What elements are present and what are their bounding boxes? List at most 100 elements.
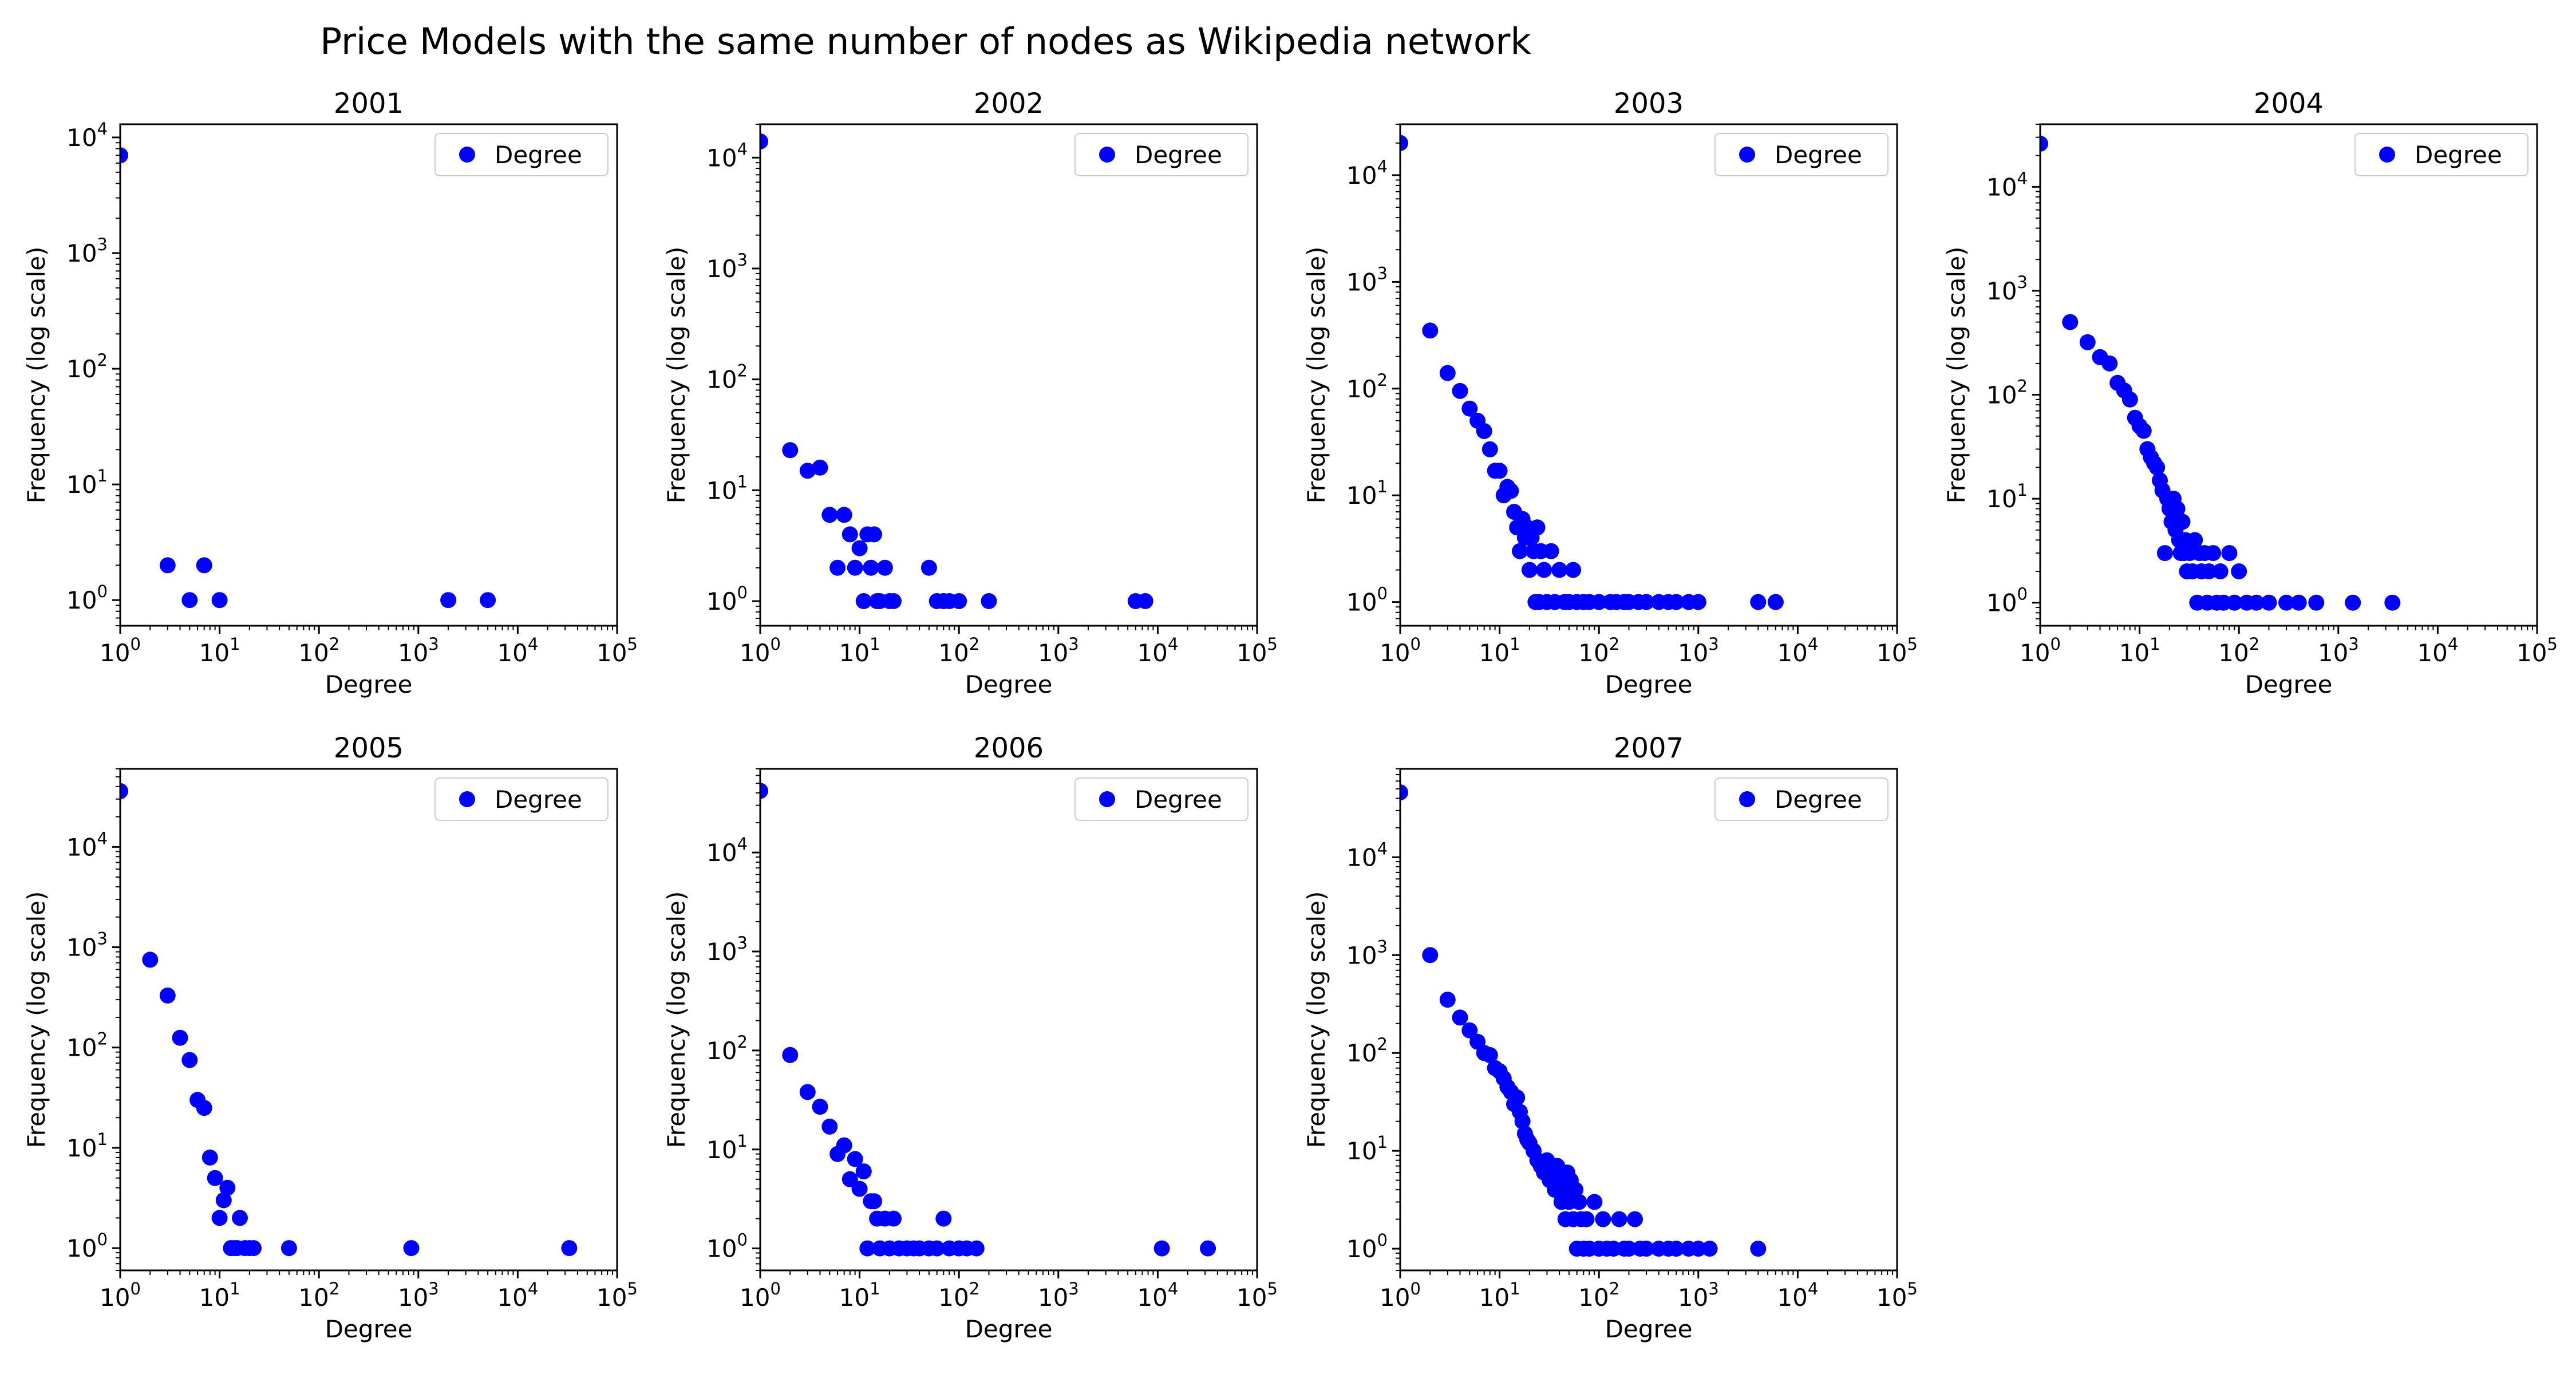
y-tick-label: 103 <box>1346 263 1388 296</box>
legend: Degree <box>1074 133 1249 176</box>
data-point <box>1621 1241 1637 1257</box>
series-Degree <box>1400 784 1767 1257</box>
legend-label: Degree <box>495 141 582 169</box>
series-Degree <box>760 133 1153 609</box>
y-tick-label: 100 <box>1346 1230 1388 1263</box>
y-tick-label: 104 <box>1986 168 2028 201</box>
y-tick-label: 101 <box>706 472 748 504</box>
data-point <box>1638 594 1654 610</box>
data-point <box>1571 1194 1587 1210</box>
data-point <box>1476 423 1492 439</box>
x-tick-label: 104 <box>1137 634 1178 667</box>
data-point <box>196 557 212 574</box>
y-tick-label: 104 <box>1346 157 1388 189</box>
data-point <box>1400 784 1408 801</box>
data-point <box>1509 1089 1526 1106</box>
data-point <box>120 147 128 164</box>
data-point <box>1481 1047 1498 1063</box>
x-tick-label: 105 <box>1876 1279 1918 1312</box>
data-point <box>1461 400 1478 417</box>
data-point <box>159 557 176 574</box>
panels: 100 101 102 103 104 105 100 101 102 103 104 2001 Deg… <box>22 88 2558 1343</box>
x-tick-label: 101 <box>199 634 240 667</box>
data-point <box>841 526 858 543</box>
y-tick-label: 103 <box>706 250 748 283</box>
data-point <box>2121 391 2138 408</box>
data-point <box>1439 992 1456 1008</box>
data-point <box>1565 562 1582 578</box>
legend-label: Degree <box>1775 141 1862 169</box>
legend-box <box>434 133 609 176</box>
axes-frame <box>119 768 618 1272</box>
series-Degree <box>2040 136 2401 611</box>
data-point <box>1638 1241 1654 1257</box>
x-tick-label: 105 <box>596 1279 638 1312</box>
data-point <box>1591 594 1607 610</box>
x-tick-label: 103 <box>1678 1279 1719 1312</box>
data-point <box>181 1052 198 1068</box>
data-point <box>2174 514 2191 530</box>
legend-label: Degree <box>1135 785 1222 814</box>
data-point <box>2079 334 2096 350</box>
y-tick-label: 103 <box>66 235 108 267</box>
data-point <box>480 592 496 609</box>
x-tick-label: 102 <box>298 634 339 667</box>
y-tick-label: 102 <box>66 1029 108 1062</box>
data-point <box>2062 314 2079 330</box>
data-point <box>1512 543 1528 559</box>
y-tick-label: 103 <box>1346 937 1388 969</box>
x-axis-label: Degree <box>2245 670 2333 698</box>
axes-frame <box>1399 768 1898 1272</box>
y-axis-label: Frequency (log scale) <box>1302 247 1330 504</box>
y-tick-label: 102 <box>1346 1035 1388 1067</box>
legend: Degree <box>1714 133 1888 176</box>
x-tick-label: 104 <box>1777 1279 1818 1312</box>
x-tick-label: 102 <box>1578 1279 1619 1312</box>
y-tick-label: 101 <box>66 466 108 499</box>
data-point <box>920 559 937 576</box>
data-point <box>120 783 128 799</box>
subplot-title: 2004 <box>2254 88 2324 120</box>
x-tick-label: 102 <box>938 634 979 667</box>
x-tick-label: 104 <box>1777 634 1818 667</box>
series-Degree <box>120 783 578 1257</box>
data-point <box>159 987 176 1004</box>
data-point <box>866 1193 882 1210</box>
subplot-title: 2006 <box>974 732 1044 764</box>
y-tick-label: 101 <box>66 1130 108 1162</box>
y-tick-label: 104 <box>66 828 108 861</box>
data-point <box>2135 423 2152 439</box>
data-point <box>1481 441 1498 457</box>
x-tick-label: 103 <box>398 634 439 667</box>
subplot-title: 2003 <box>1614 88 1684 120</box>
subplot-2005: 100 101 102 103 104 105 100 101 102 103 104 2005 Deg… <box>22 732 638 1343</box>
x-axis-label: Degree <box>1605 670 1693 698</box>
data-point <box>561 1240 578 1257</box>
data-point <box>1536 562 1552 578</box>
data-point <box>1400 135 1408 151</box>
data-point <box>403 1240 420 1257</box>
data-point <box>836 507 852 523</box>
figure-title: Price Models with the same number of nod… <box>320 21 1531 62</box>
axes-frame <box>2039 123 2538 627</box>
x-tick-label: 101 <box>1479 1279 1520 1312</box>
data-point <box>2278 594 2294 611</box>
x-tick-label: 101 <box>1479 634 1520 667</box>
legend: Degree <box>434 777 609 821</box>
subplot-title: 2007 <box>1614 732 1684 764</box>
legend: Degree <box>2354 133 2528 176</box>
legend-marker <box>1099 147 1115 163</box>
data-point <box>847 559 863 576</box>
data-point <box>1767 594 1784 610</box>
subplot-2001: 100 101 102 103 104 105 100 101 102 103 104 2001 Deg… <box>22 88 638 698</box>
data-point <box>836 1137 852 1154</box>
y-axis-label: Frequency (log scale) <box>22 891 50 1148</box>
data-point <box>851 1180 868 1197</box>
data-point <box>782 1047 799 1063</box>
x-tick-label: 101 <box>839 1279 880 1312</box>
legend-box <box>434 777 609 821</box>
legend: Degree <box>1074 777 1249 821</box>
subplot-2002: 100 101 102 103 104 105 100 101 102 103 104 2002 Deg… <box>662 88 1278 698</box>
x-tick-label: 105 <box>1236 634 1278 667</box>
data-point <box>2205 545 2222 562</box>
